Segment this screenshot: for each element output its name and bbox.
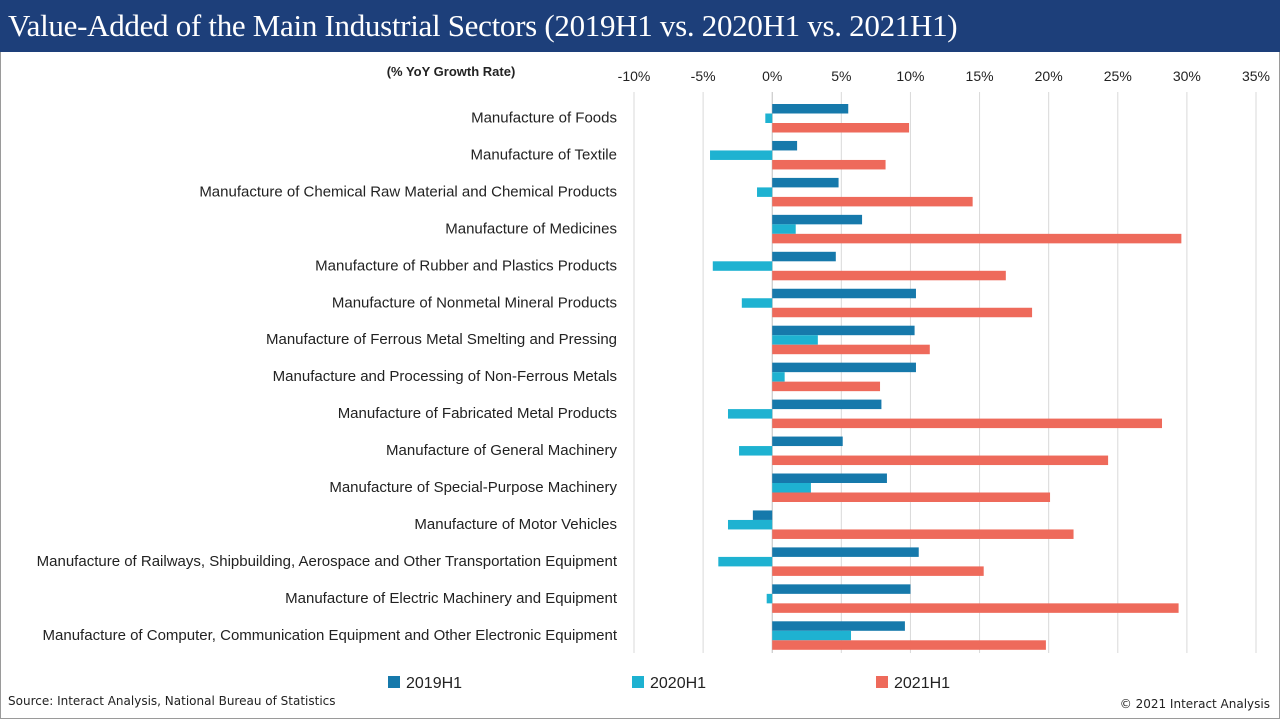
source-note: Source: Interact Analysis, National Bure…: [8, 694, 336, 708]
bar-2020h1: [739, 446, 773, 456]
title-bar: Value-Added of the Main Industrial Secto…: [0, 0, 1280, 52]
category-label: Manufacture of Railways, Shipbuilding, A…: [37, 553, 618, 570]
bar-2020h1: [766, 593, 773, 604]
x-tick-label: 35%: [1242, 68, 1270, 84]
bar-2019h1: [772, 362, 916, 373]
category-label: Manufacture of Rubber and Plastics Produ…: [315, 257, 617, 274]
page-title: Value-Added of the Main Industrial Secto…: [8, 8, 958, 43]
bar-2020h1: [772, 224, 796, 234]
x-tick-label: 10%: [896, 68, 924, 84]
bar-2021h1: [772, 640, 1046, 650]
category-label: Manufacture of Special-Purpose Machinery: [329, 479, 617, 496]
category-label: Manufacture of Textile: [471, 146, 617, 163]
bar-2020h1: [727, 519, 773, 530]
bar-2021h1: [772, 603, 1179, 613]
bar-2019h1: [772, 621, 905, 631]
bar-2019h1: [772, 214, 863, 225]
bar-2019h1: [752, 510, 773, 520]
x-tick-label: 15%: [966, 68, 994, 84]
legend-swatch: [876, 676, 888, 688]
category-label: Manufacture of Computer, Communication E…: [43, 627, 618, 644]
category-label: Manufacture of Fabricated Metal Products: [338, 405, 617, 422]
bar-2020h1: [710, 150, 773, 160]
bar-2021h1: [772, 159, 886, 170]
x-tick-label: 5%: [831, 68, 851, 84]
bar-2020h1: [757, 187, 773, 197]
bar-2020h1: [772, 630, 852, 641]
legend-label: 2021H1: [894, 675, 950, 692]
category-label: Manufacture of Motor Vehicles: [414, 516, 617, 533]
bar-2021h1: [772, 270, 1006, 281]
bar-2021h1: [772, 455, 1109, 466]
category-label: Manufacture of Ferrous Metal Smelting an…: [266, 331, 617, 348]
bar-2021h1: [772, 307, 1033, 318]
bar-2021h1: [772, 344, 930, 355]
bar-2019h1: [772, 104, 849, 114]
x-tick-label: -10%: [618, 68, 651, 84]
bar-2019h1: [772, 584, 911, 594]
category-label: Manufacture of Nonmetal Mineral Products: [332, 294, 617, 311]
bar-2019h1: [772, 436, 843, 447]
x-tick-label: 0%: [762, 68, 782, 84]
bar-2021h1: [772, 529, 1074, 539]
bar-2020h1: [765, 113, 773, 123]
bar-2021h1: [772, 492, 1051, 502]
axis-unit-label: (% YoY Growth Rate): [387, 64, 516, 79]
bar-2020h1: [718, 556, 773, 567]
x-tick-label: 20%: [1035, 68, 1063, 84]
category-label: Manufacture and Processing of Non-Ferrou…: [273, 368, 617, 385]
bar-2020h1: [712, 261, 773, 271]
bar-2021h1: [772, 566, 984, 576]
legend-label: 2020H1: [650, 675, 706, 692]
legend-label: 2019H1: [406, 675, 462, 692]
bar-2019h1: [772, 177, 839, 188]
category-label: Manufacture of General Machinery: [386, 442, 617, 459]
bar-2019h1: [772, 325, 915, 336]
category-label: Manufacture of Chemical Raw Material and…: [199, 183, 617, 200]
copyright-note: © 2021 Interact Analysis: [1119, 697, 1270, 711]
bar-2020h1: [727, 409, 773, 419]
bar-2019h1: [772, 473, 887, 483]
bar-2020h1: [741, 298, 773, 308]
bar-2020h1: [772, 335, 818, 345]
x-tick-label: 30%: [1173, 68, 1201, 84]
x-tick-label: -5%: [691, 68, 716, 84]
bar-2019h1: [772, 547, 919, 557]
category-label: Manufacture of Medicines: [445, 220, 617, 237]
bar-2020h1: [772, 372, 785, 382]
bar-2019h1: [772, 399, 882, 410]
bar-2019h1: [772, 140, 798, 151]
bar-2021h1: [772, 381, 881, 392]
bar-2021h1: [772, 418, 1163, 429]
bar-2021h1: [772, 233, 1182, 244]
legend-swatch: [632, 676, 644, 688]
legend-swatch: [388, 676, 400, 688]
category-label: Manufacture of Electric Machinery and Eq…: [285, 590, 618, 607]
bar-2020h1: [772, 483, 811, 493]
bar-2021h1: [772, 123, 910, 133]
category-label: Manufacture of Foods: [471, 110, 617, 127]
bar-2019h1: [772, 288, 916, 299]
bar-2019h1: [772, 251, 836, 262]
x-tick-label: 25%: [1104, 68, 1132, 84]
bar-2021h1: [772, 196, 973, 207]
